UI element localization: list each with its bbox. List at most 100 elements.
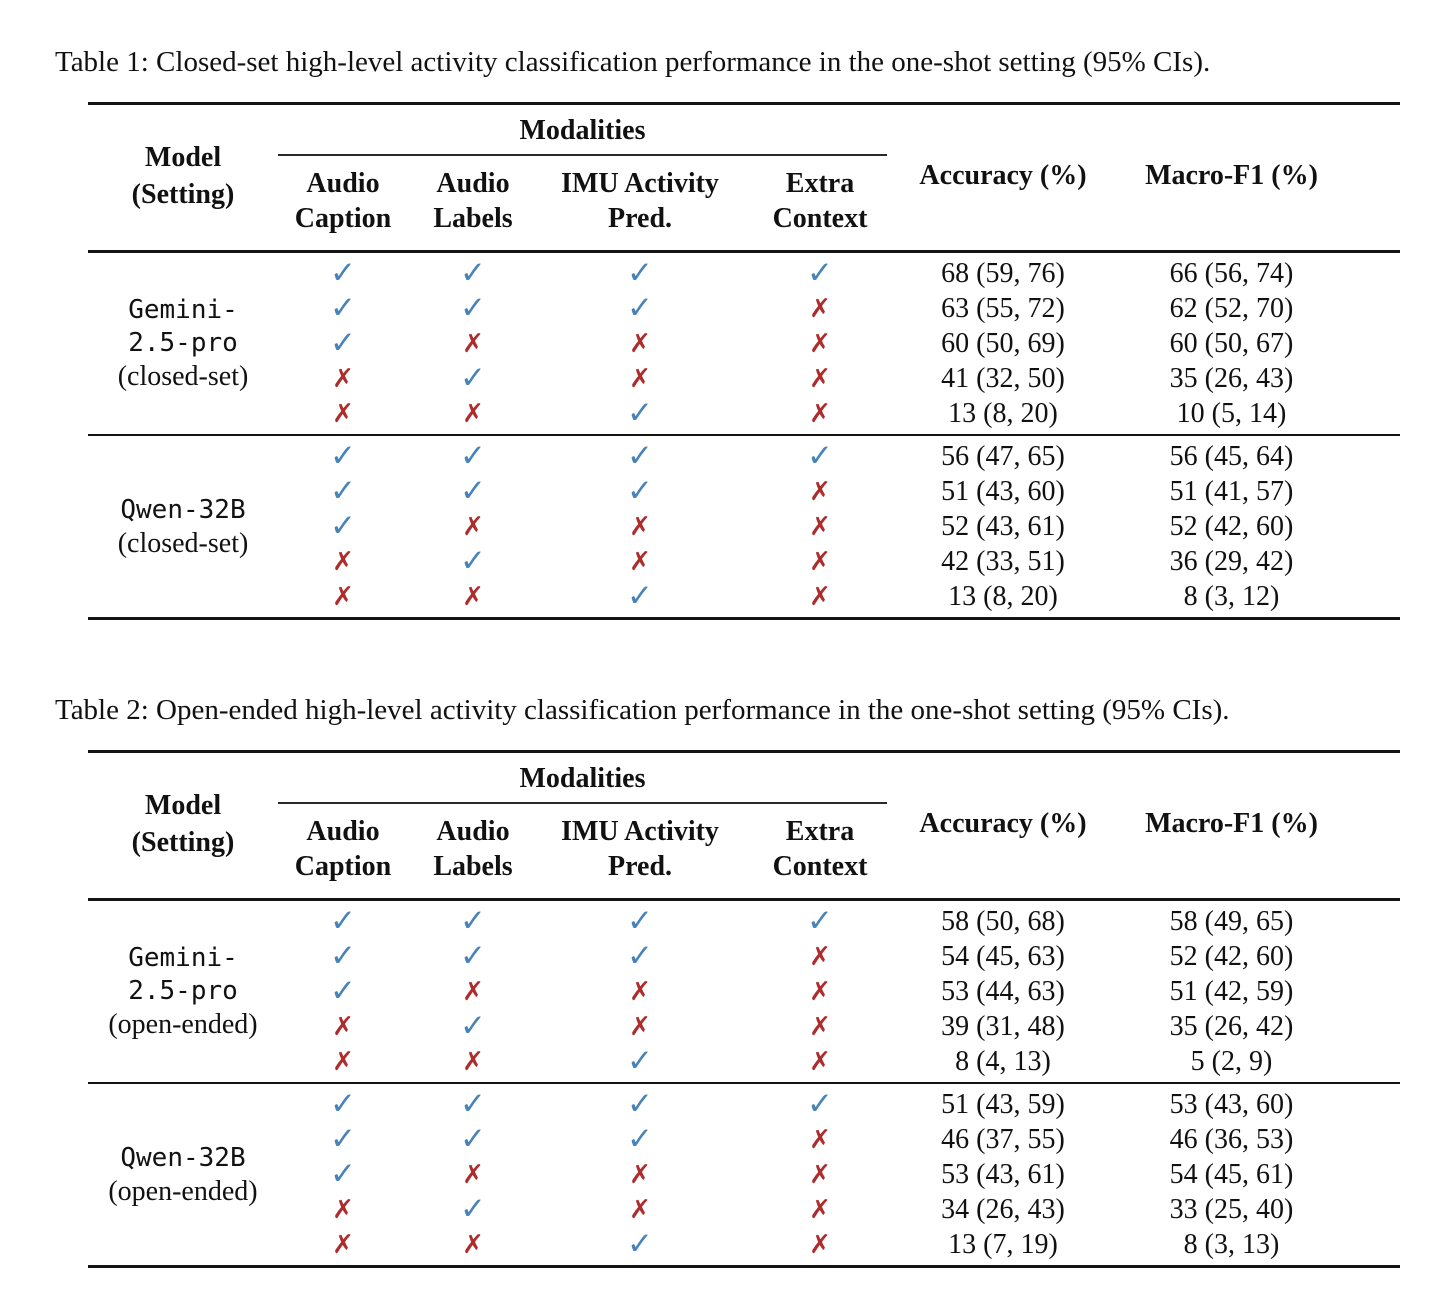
check-icon: ✓ [627,903,653,939]
cross-icon: ✗ [629,546,651,577]
modality-mark-cell: ✓ [742,258,898,289]
modality-mark-cell: ✓ [408,1194,538,1225]
cross-icon: ✗ [809,511,831,542]
modality-mark-cell: ✓ [408,363,538,394]
table-row: ✓ ✗ ✗ ✗ 53 (43, 61) 54 (45, 61) [278,1157,1400,1192]
modality-mark-cell: ✓ [538,441,742,472]
modality-mark-cell: ✗ [538,514,742,540]
modality-mark-cell: ✓ [538,1229,742,1260]
modality-mark-cell: ✗ [408,331,538,357]
modality-mark-cell: ✓ [278,1124,408,1155]
modality-mark-cell: ✓ [538,398,742,429]
macro-f1-value: 10 (5, 14) [1176,397,1287,429]
check-icon: ✓ [807,1086,833,1122]
check-icon: ✓ [330,1086,356,1122]
table-row: ✓ ✗ ✗ ✗ 60 (50, 69) 60 (50, 67) [278,326,1400,361]
check-icon: ✓ [330,473,356,509]
accuracy-value: 46 (37, 55) [941,1123,1065,1155]
imu-activity-pred-header: IMU Activity Pred. [561,816,719,882]
check-icon: ✓ [330,903,356,939]
result-rows: ✓ ✓ ✓ ✓ 58 (50, 68) 58 (49, 65) ✓ ✓ ✓ ✗ … [278,904,1400,1079]
cross-icon: ✗ [809,581,831,612]
cross-icon: ✗ [629,511,651,542]
macro-f1-value: 5 (2, 9) [1190,1045,1273,1077]
modality-mark-cell: ✓ [408,1124,538,1155]
cross-icon: ✗ [462,1046,484,1077]
accuracy-value: 68 (59, 76) [941,257,1065,289]
modality-mark-cell: ✗ [278,1014,408,1040]
macro-f1-value: 8 (3, 12) [1183,580,1280,612]
modality-mark-cell: ✗ [742,1049,898,1075]
gemini-closed-set-group: Gemini- 2.5-pro (closed-set) ✓ ✓ ✓ ✓ 68 … [88,253,1400,434]
modality-mark-cell: ✓ [278,293,408,324]
accuracy-value: 13 (8, 20) [948,397,1058,429]
check-icon: ✓ [330,508,356,544]
check-icon: ✓ [330,290,356,326]
modality-mark-cell: ✓ [538,941,742,972]
accuracy-value: 63 (55, 72) [941,292,1065,324]
model-setting-header: Model (Setting) [88,763,278,884]
modality-mark-cell: ✗ [278,584,408,610]
modality-mark-cell: ✓ [278,476,408,507]
modality-mark-cell: ✓ [408,906,538,937]
modality-mark-cell: ✗ [408,1162,538,1188]
cross-icon: ✗ [462,511,484,542]
accuracy-value: 56 (47, 65) [941,440,1065,472]
modality-mark-cell: ✗ [742,979,898,1005]
modality-mark-cell: ✓ [538,1089,742,1120]
modality-mark-cell: ✗ [538,366,742,392]
modality-mark-cell: ✗ [538,549,742,575]
table2-caption: Table 2: Open-ended high-level activity … [55,694,1230,726]
table1-closed-set: Model (Setting) Modalities Audio Caption… [88,102,1400,620]
modality-mark-cell: ✗ [408,1049,538,1075]
check-icon: ✓ [627,578,653,614]
modality-mark-cell: ✗ [742,401,898,427]
check-icon: ✓ [807,903,833,939]
modality-mark-cell: ✓ [408,476,538,507]
modality-mark-cell: ✓ [278,1159,408,1190]
accuracy-value: 51 (43, 59) [941,1088,1065,1120]
modality-mark-cell: ✓ [408,546,538,577]
modality-mark-cell: ✗ [538,1197,742,1223]
modality-mark-cell: ✓ [538,1124,742,1155]
modality-mark-cell: ✓ [278,328,408,359]
table-row: ✓ ✗ ✗ ✗ 52 (43, 61) 52 (42, 60) [278,509,1400,544]
table1-header: Model (Setting) Modalities Audio Caption… [88,105,1400,253]
check-icon: ✓ [627,438,653,474]
check-icon: ✓ [460,1086,486,1122]
macro-f1-value: 54 (45, 61) [1169,1158,1294,1190]
table-row: ✗ ✗ ✓ ✗ 13 (8, 20) 8 (3, 12) [278,579,1400,614]
setting-header-line: (Setting) [131,178,235,210]
table-row: ✗ ✗ ✓ ✗ 13 (8, 20) 10 (5, 14) [278,396,1400,431]
modality-mark-cell: ✓ [538,258,742,289]
cross-icon: ✗ [809,363,831,394]
cross-icon: ✗ [629,1194,651,1225]
table-row: ✓ ✓ ✓ ✗ 54 (45, 63) 52 (42, 60) [278,939,1400,974]
accuracy-header: Accuracy (%) [919,807,1087,839]
modality-mark-cell: ✓ [742,906,898,937]
check-icon: ✓ [330,938,356,974]
accuracy-value: 53 (44, 63) [941,975,1065,1007]
table2-header: Model (Setting) Modalities Audio Caption… [88,753,1400,901]
modality-mark-cell: ✗ [742,944,898,970]
modality-mark-cell: ✗ [408,401,538,427]
imu-activity-pred-header: IMU Activity Pred. [561,168,719,234]
check-icon: ✓ [627,938,653,974]
check-icon: ✓ [460,543,486,579]
table-row: ✓ ✓ ✓ ✓ 58 (50, 68) 58 (49, 65) [278,904,1400,939]
modality-mark-cell: ✗ [278,401,408,427]
cross-icon: ✗ [462,1229,484,1260]
model-header-line: Model [144,789,222,821]
check-icon: ✓ [460,903,486,939]
result-rows: ✓ ✓ ✓ ✓ 51 (43, 59) 53 (43, 60) ✓ ✓ ✓ ✗ … [278,1087,1400,1262]
modality-mark-cell: ✓ [538,906,742,937]
cross-icon: ✗ [332,1194,354,1225]
result-rows: ✓ ✓ ✓ ✓ 56 (47, 65) 56 (45, 64) ✓ ✓ ✓ ✗ … [278,439,1400,614]
cross-icon: ✗ [809,476,831,507]
modality-mark-cell: ✗ [742,1014,898,1040]
cross-icon: ✗ [809,941,831,972]
modality-mark-cell: ✓ [408,258,538,289]
modality-mark-cell: ✓ [278,906,408,937]
accuracy-value: 58 (50, 68) [941,905,1065,937]
